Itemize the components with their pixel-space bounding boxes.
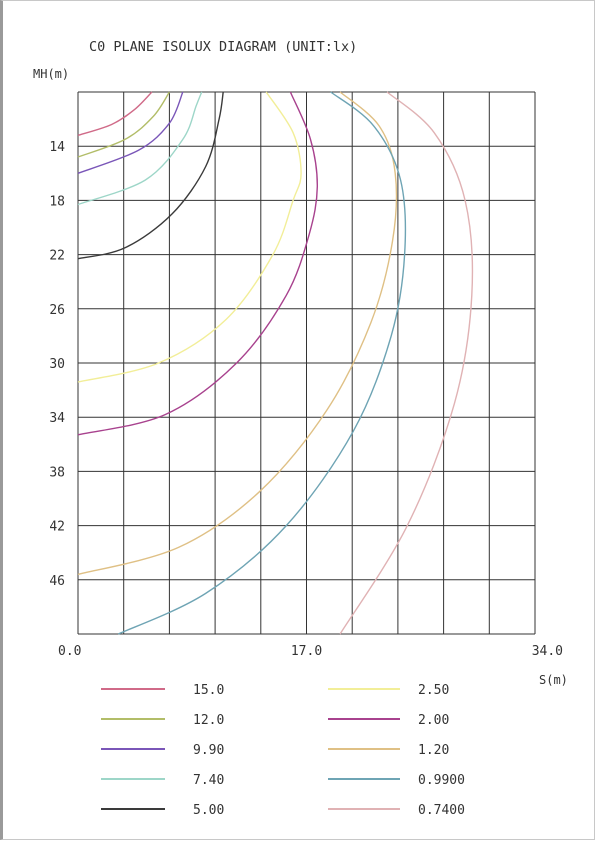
y-tick-label: 14 bbox=[49, 140, 65, 155]
isolux-curve-2.50 bbox=[77, 91, 302, 383]
legend-label: 2.50 bbox=[418, 683, 449, 698]
legend-item: 0.7400 bbox=[328, 803, 465, 818]
isolux-curve-2.00 bbox=[77, 91, 319, 436]
x-tick-label: 0.0 bbox=[58, 644, 81, 659]
isolux-curve-9.90 bbox=[77, 91, 184, 174]
legend-item: 9.90 bbox=[101, 743, 224, 758]
legend-item: 1.20 bbox=[328, 743, 449, 758]
legend-label: 7.40 bbox=[193, 773, 224, 788]
legend-item: 15.0 bbox=[101, 683, 224, 698]
y-axis-label: MH(m) bbox=[33, 67, 69, 81]
isolux-curve-7.40 bbox=[77, 91, 203, 206]
legend-item: 0.9900 bbox=[328, 773, 465, 788]
x-tick-label: 17.0 bbox=[291, 644, 322, 659]
y-tick-label: 42 bbox=[49, 520, 65, 535]
legend-item: 12.0 bbox=[101, 713, 224, 728]
x-axis-label: S(m) bbox=[539, 673, 568, 687]
legend-label: 15.0 bbox=[193, 683, 224, 698]
legend-item: 2.50 bbox=[328, 683, 449, 698]
y-tick-label: 26 bbox=[49, 303, 65, 318]
isolux-chart: C0 PLANE ISOLUX DIAGRAM (UNIT:lx) MH(m) … bbox=[33, 39, 568, 818]
x-tick-label: 34.0 bbox=[532, 644, 563, 659]
isolux-curve-5.00 bbox=[77, 91, 224, 260]
legend-item: 7.40 bbox=[101, 773, 224, 788]
chart-title: C0 PLANE ISOLUX DIAGRAM (UNIT:lx) bbox=[89, 39, 357, 55]
legend-label: 0.7400 bbox=[418, 803, 465, 818]
isolux-curve-15.0 bbox=[77, 91, 153, 137]
isolux-curve-0.7400 bbox=[339, 91, 474, 635]
isolux-curve-1.20 bbox=[77, 91, 398, 576]
y-tick-label: 46 bbox=[49, 574, 65, 589]
legend-item: 5.00 bbox=[101, 803, 224, 818]
isolux-curve-0.9900 bbox=[118, 91, 407, 635]
y-tick-label: 38 bbox=[49, 465, 65, 480]
y-tick-label: 34 bbox=[49, 411, 65, 426]
legend-label: 2.00 bbox=[418, 713, 449, 728]
y-tick-label: 22 bbox=[49, 249, 65, 264]
legend-label: 5.00 bbox=[193, 803, 224, 818]
legend-label: 0.9900 bbox=[418, 773, 465, 788]
legend-label: 12.0 bbox=[193, 713, 224, 728]
y-tick-label: 18 bbox=[49, 194, 65, 209]
isolux-curve-12.0 bbox=[77, 91, 170, 158]
y-tick-label: 30 bbox=[49, 357, 65, 372]
legend-item: 2.00 bbox=[328, 713, 449, 728]
legend-label: 9.90 bbox=[193, 743, 224, 758]
legend-label: 1.20 bbox=[418, 743, 449, 758]
